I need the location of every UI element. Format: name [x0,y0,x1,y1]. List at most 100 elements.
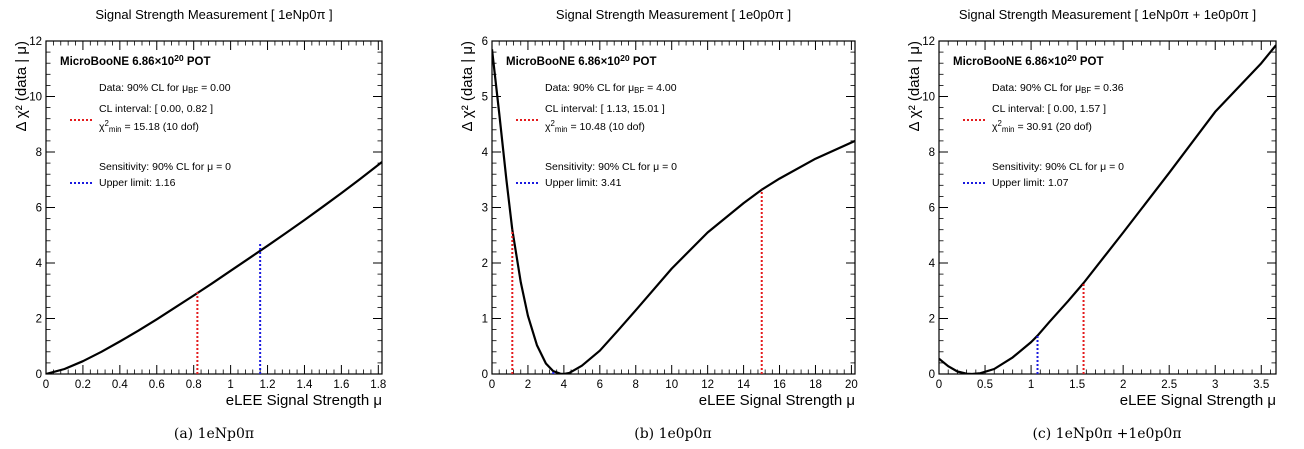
delta-chi2-curve [492,49,855,374]
y-tick-label: 0 [36,369,42,381]
legend-cl-interval: CL interval: [ 0.00, 1.57 ] [992,103,1106,115]
legend-data-line-part: Data: 90% CL for μ [992,82,1081,94]
y-tick-label: 8 [929,147,935,159]
y-tick-label: 0 [482,369,488,381]
legend-chi2-part: χ [992,121,998,133]
legend-header-part: 20 [620,53,630,63]
subfigure-caption: (a) 1eNp0π [174,426,254,442]
y-tick-label: 6 [482,36,488,48]
chart-title: Signal Strength Measurement [ 1eNp0π + 1… [959,7,1256,22]
x-tick-label: 10 [665,379,678,391]
legend-chi2: χ2min = 15.18 (10 dof) [99,119,199,134]
x-axis-label: eLEE Signal Strength μ [226,392,382,409]
legend-sensitivity: Sensitivity: 90% CL for μ = 0 [99,161,231,173]
legend-chi2: χ2min = 30.91 (20 dof) [992,119,1092,134]
x-tick-label: 1.6 [333,379,349,391]
y-axis-label: Δ χ² (data | μ) [459,41,476,131]
x-tick-label: 1.4 [296,379,313,391]
legend-header-part: 20 [1067,53,1077,63]
legend-chi2-part: χ [545,121,551,133]
legend-chi2-part: min [1002,125,1015,134]
legend-sensitivity: Sensitivity: 90% CL for μ = 0 [545,161,677,173]
x-tick-label: 8 [633,379,639,391]
y-axis-label: Δ χ² (data | μ) [906,41,923,131]
y-tick-label: 4 [482,147,489,159]
y-tick-label: 5 [482,92,488,104]
x-tick-label: 0.2 [75,379,91,391]
legend-data-line-part: BF [1081,86,1091,95]
x-tick-label: 4 [561,379,568,391]
x-axis-label: eLEE Signal Strength μ [699,392,855,409]
chart-panel-2: Signal Strength Measurement [ 1eNp0π + 1… [906,7,1277,442]
legend-data-line-part: Data: 90% CL for μ [545,82,634,94]
x-tick-label: 2 [525,379,531,391]
x-tick-label: 0 [489,379,495,391]
legend-chi2-part: min [109,125,122,134]
x-tick-label: 0 [936,379,942,391]
legend-data-line: Data: 90% CL for μBF = 0.00 [99,82,231,95]
x-tick-label: 14 [737,379,750,391]
x-tick-label: 1 [227,379,233,391]
chart-panel-1: Signal Strength Measurement [ 1e0p0π ] 0 2… [459,7,858,442]
x-tick-label: 0.5 [977,379,993,391]
legend-upper-limit: Upper limit: 1.16 [99,177,176,189]
x-tick-label: 20 [845,379,858,391]
legend-header: MicroBooNE 6.86×1020 POT [60,53,211,68]
chart-title: Signal Strength Measurement [ 1eNp0π ] [95,7,332,22]
legend-upper-limit: Upper limit: 3.41 [545,177,622,189]
legend-data-line: Data: 90% CL for μBF = 4.00 [545,82,677,95]
y-axis-label: Δ χ² (data | μ) [13,41,30,131]
legend-header-part: MicroBooNE 6.86×10 [60,56,174,68]
x-tick-label: 1.2 [260,379,276,391]
y-tick-label: 2 [36,314,42,326]
legend-header-part: MicroBooNE 6.86×10 [953,56,1067,68]
legend-chi2-part: = 10.48 (10 dof) [568,121,645,133]
legend-header-part: POT [184,56,211,68]
legend-header: MicroBooNE 6.86×1020 POT [506,53,657,68]
y-tick-label: 2 [929,314,935,326]
chart-panel-0: Signal Strength Measurement [ 1eNp0π ] 0 0… [13,7,386,442]
legend-header-part: POT [1077,56,1104,68]
x-tick-label: 6 [597,379,603,391]
y-tick-label: 2 [482,258,488,270]
delta-chi2-curve [46,161,382,374]
y-tick-label: 10 [922,92,935,104]
legend-chi2-part: min [555,125,568,134]
y-tick-label: 1 [482,314,488,326]
legend-data-line-part: BF [634,86,644,95]
y-tick-label: 12 [922,36,935,48]
x-tick-label: 0.8 [186,379,202,391]
legend-chi2-part: 2 [998,119,1002,128]
y-tick-label: 4 [36,258,43,270]
legend-data-line-part: = 0.00 [198,82,231,94]
legend-chi2-part: 2 [551,119,555,128]
y-tick-label: 3 [482,203,488,215]
delta-chi2-curve [939,44,1276,374]
legend-data-line-part: = 4.00 [644,82,677,94]
x-tick-label: 1.8 [370,379,386,391]
legend-sensitivity: Sensitivity: 90% CL for μ = 0 [992,161,1124,173]
legend-data-line-part: = 0.36 [1091,82,1124,94]
y-tick-label: 4 [929,258,936,270]
x-tick-label: 18 [809,379,822,391]
x-tick-label: 16 [773,379,786,391]
y-tick-label: 12 [29,36,42,48]
y-tick-label: 0 [929,369,935,381]
x-tick-label: 1 [1028,379,1034,391]
legend-cl-interval: CL interval: [ 1.13, 15.01 ] [545,103,665,115]
y-tick-label: 6 [929,203,935,215]
x-tick-label: 2.5 [1161,379,1177,391]
x-tick-label: 3 [1212,379,1218,391]
legend-upper-limit: Upper limit: 1.07 [992,177,1069,189]
subfigure-caption: (c) 1eNp0π +1e0p0π [1032,426,1181,442]
legend-chi2-part: χ [99,121,105,133]
legend-data-line: Data: 90% CL for μBF = 0.36 [992,82,1124,95]
y-tick-label: 10 [29,92,42,104]
x-tick-label: 0.6 [149,379,165,391]
y-tick-label: 6 [36,203,42,215]
legend-header-part: MicroBooNE 6.86×10 [506,56,620,68]
x-axis-label: eLEE Signal Strength μ [1120,392,1276,409]
legend-chi2: χ2min = 10.48 (10 dof) [545,119,645,134]
x-tick-label: 1.5 [1069,379,1085,391]
